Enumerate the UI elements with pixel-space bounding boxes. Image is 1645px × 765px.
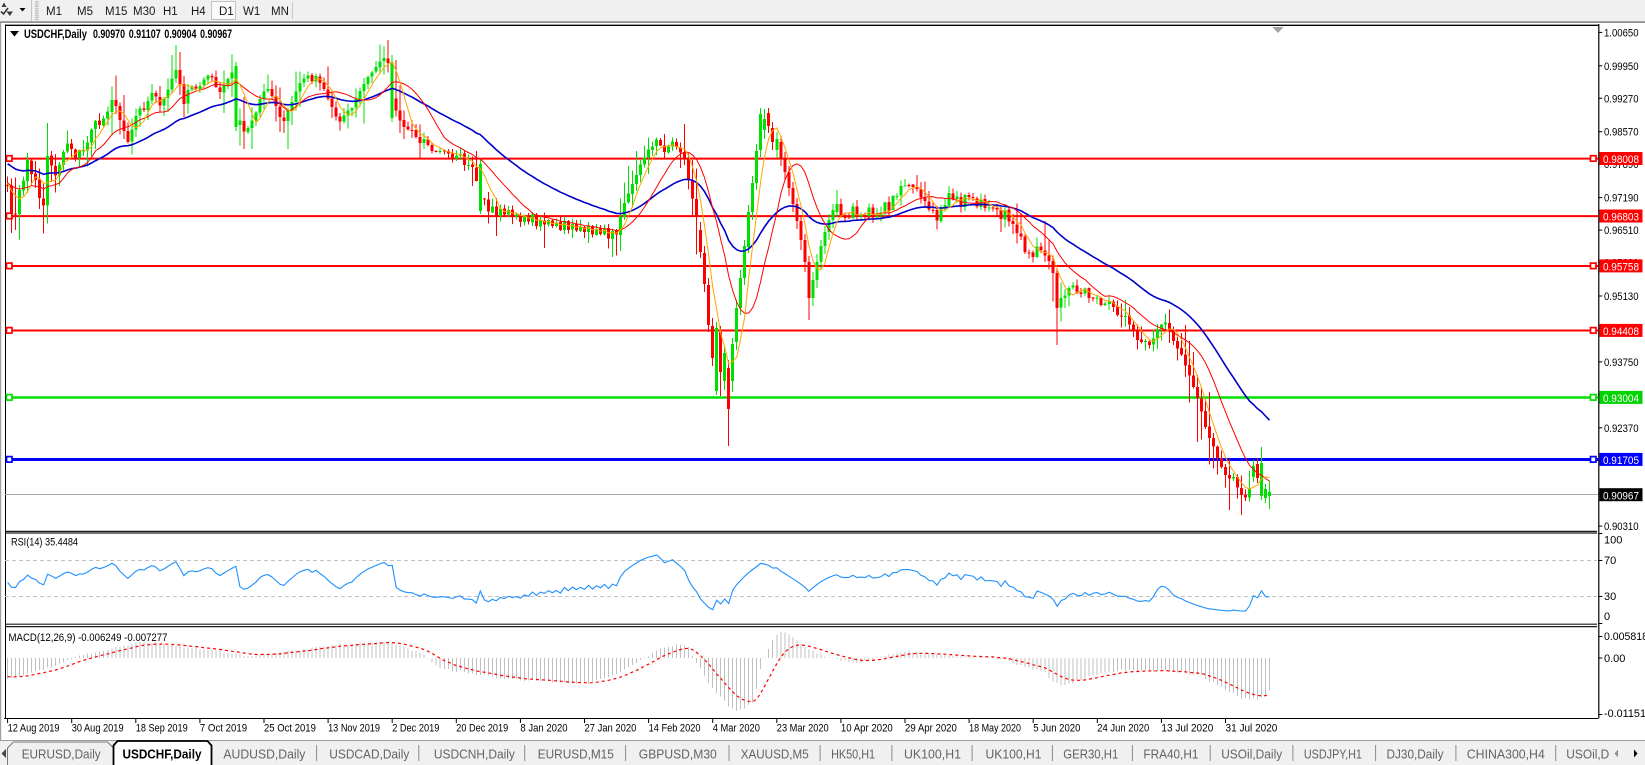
svg-text:0.98008: 0.98008 [1603,154,1639,166]
svg-text:27 Jan 2020: 27 Jan 2020 [585,723,637,735]
svg-text:5 Jun 2020: 5 Jun 2020 [1033,723,1080,735]
svg-text:H4: H4 [191,6,206,18]
svg-text:EURUSD,M15: EURUSD,M15 [538,748,614,762]
svg-text:0.96803: 0.96803 [1603,212,1639,224]
svg-text:100: 100 [1604,535,1622,547]
svg-text:0.96510: 0.96510 [1604,225,1639,237]
svg-text:0.94408: 0.94408 [1603,326,1639,338]
svg-text:CHINA300,H4: CHINA300,H4 [1467,748,1545,762]
svg-text:-0.011514: -0.011514 [1604,708,1645,720]
svg-text:MACD(12,26,9) -0.006249 -0.007: MACD(12,26,9) -0.006249 -0.007277 [9,632,168,644]
svg-text:0.97190: 0.97190 [1604,193,1639,205]
svg-text:20 Dec 2019: 20 Dec 2019 [456,723,508,735]
svg-text:DJ30,Daily: DJ30,Daily [1387,748,1445,762]
svg-text:D1: D1 [219,6,234,18]
svg-text:30 Aug 2019: 30 Aug 2019 [72,723,124,735]
svg-text:14 Feb 2020: 14 Feb 2020 [649,723,701,735]
svg-text:18 Sep 2019: 18 Sep 2019 [136,723,188,735]
svg-text:W1: W1 [243,6,260,18]
svg-text:0.93750: 0.93750 [1604,357,1639,369]
svg-text:M15: M15 [105,6,127,18]
svg-text:RSI(14) 35.4484: RSI(14) 35.4484 [11,537,78,549]
svg-text:0.95758: 0.95758 [1603,262,1639,274]
svg-text:18 May 2020: 18 May 2020 [969,723,1021,735]
svg-text:USDCAD,Daily: USDCAD,Daily [329,748,410,762]
svg-text:XAUUSD,M5: XAUUSD,M5 [741,748,809,762]
svg-text:1.00650: 1.00650 [1604,27,1639,39]
svg-text:MN: MN [271,6,289,18]
svg-text:AUDUSD,Daily: AUDUSD,Daily [223,748,306,762]
svg-text:USDCHF,Daily: USDCHF,Daily [123,748,202,762]
svg-text:EURUSD,Daily: EURUSD,Daily [22,748,102,762]
svg-text:USDCNH,Daily: USDCNH,Daily [434,748,516,762]
svg-text:24 Jun 2020: 24 Jun 2020 [1097,723,1149,735]
svg-text:4 Mar 2020: 4 Mar 2020 [713,723,760,735]
svg-text:0.91705: 0.91705 [1603,455,1639,467]
svg-text:UK100,H1: UK100,H1 [904,748,961,762]
svg-text:0.90967: 0.90967 [1603,490,1639,502]
svg-text:0.90970: 0.90970 [93,29,125,41]
svg-text:13 Jul 2020: 13 Jul 2020 [1161,723,1213,735]
svg-text:UK100,H1: UK100,H1 [986,748,1042,762]
svg-text:31 Jul 2020: 31 Jul 2020 [1226,723,1278,735]
svg-text:0.99270: 0.99270 [1604,93,1639,105]
svg-text:0.90967: 0.90967 [200,29,232,41]
svg-text:M5: M5 [77,6,93,18]
svg-text:13 Nov 2019: 13 Nov 2019 [328,723,380,735]
svg-text:GBPUSD,M30: GBPUSD,M30 [639,748,717,762]
svg-text:USDCHF,Daily: USDCHF,Daily [24,29,87,41]
svg-text:USOil,Daily: USOil,Daily [1221,748,1283,762]
svg-text:23 Mar 2020: 23 Mar 2020 [777,723,829,735]
svg-text:0.90310: 0.90310 [1604,521,1639,533]
svg-text:GER30,H1: GER30,H1 [1063,748,1118,762]
svg-text:8 Jan 2020: 8 Jan 2020 [520,723,567,735]
svg-text:M30: M30 [133,6,155,18]
svg-text:0.95130: 0.95130 [1604,291,1639,303]
svg-text:FRA40,H1: FRA40,H1 [1143,748,1198,762]
svg-text:10 Apr 2020: 10 Apr 2020 [841,723,893,735]
svg-text:70: 70 [1604,555,1616,567]
svg-text:12 Aug 2019: 12 Aug 2019 [8,723,60,735]
svg-text:0.005818: 0.005818 [1604,631,1645,643]
svg-text:7 Oct 2019: 7 Oct 2019 [200,723,247,735]
svg-text:0.99950: 0.99950 [1604,61,1639,73]
svg-text:H1: H1 [163,6,178,18]
svg-text:0: 0 [1604,611,1610,623]
svg-text:HK50,H1: HK50,H1 [831,748,875,762]
svg-text:0.90904: 0.90904 [164,29,196,41]
svg-text:0.91107: 0.91107 [129,29,161,41]
svg-text:25 Oct 2019: 25 Oct 2019 [264,723,316,735]
svg-text:M1: M1 [46,6,62,18]
svg-text:30: 30 [1604,591,1616,603]
svg-text:USDJPY,H1: USDJPY,H1 [1304,748,1362,762]
svg-text:2 Dec 2019: 2 Dec 2019 [392,723,439,735]
svg-text:29 Apr 2020: 29 Apr 2020 [905,723,957,735]
svg-text:0.00: 0.00 [1604,653,1625,665]
svg-text:0.93004: 0.93004 [1603,393,1639,405]
svg-text:USOil,D: USOil,D [1566,748,1609,762]
svg-text:0.92370: 0.92370 [1604,423,1639,435]
svg-text:0.98570: 0.98570 [1604,127,1639,139]
